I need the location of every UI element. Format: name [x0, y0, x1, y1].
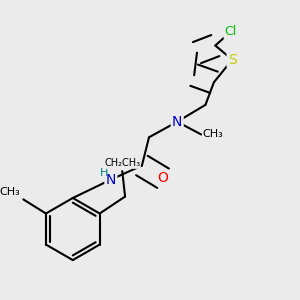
Text: O: O [158, 171, 169, 185]
Text: CH₂CH₃: CH₂CH₃ [104, 158, 140, 168]
Text: N: N [106, 172, 116, 187]
Text: S: S [228, 53, 237, 67]
Text: N: N [172, 115, 182, 129]
Text: H: H [100, 168, 108, 178]
Text: Cl: Cl [225, 25, 237, 38]
Text: CH₃: CH₃ [202, 130, 224, 140]
Text: CH₃: CH₃ [0, 187, 20, 196]
